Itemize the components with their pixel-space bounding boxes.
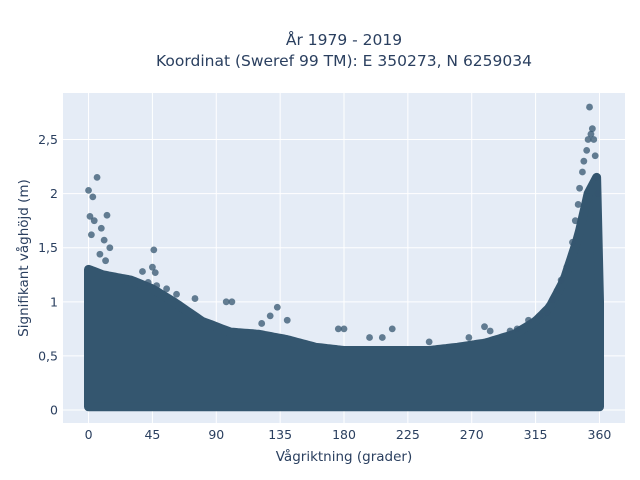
scatter-points [85,103,602,346]
scatter-point [283,316,291,324]
x-axis-title: Vågriktning (grader) [276,448,413,465]
x-axis-ticks: 0 45 90 135 180 225 270 315 360 [85,427,612,442]
scatter-point [579,168,586,176]
y-tick-label: 2,5 [38,132,58,147]
y-tick-label: 2 [50,186,58,201]
scatter-point [97,224,105,232]
x-tick-label: 90 [208,427,224,442]
scatter-point [553,287,561,295]
scatter-point [144,278,152,286]
scatter-point [580,157,588,165]
scatter-point [228,298,236,306]
scatter-point [586,103,593,111]
scatter-point [87,231,95,239]
scatter-point [481,323,488,331]
scatter-point [86,212,94,220]
x-tick-label: 135 [268,427,292,442]
scatter-point [222,298,230,306]
scatter-point [173,290,180,298]
y-axis-title: Signifikant våghöjd (m) [15,179,32,337]
scatter-point [587,130,595,138]
x-tick-label: 0 [85,427,93,442]
scatter-point [594,190,602,198]
scatter-point [593,173,601,181]
scatter-point [486,327,494,335]
scatter-point [557,276,565,284]
x-tick-label: 270 [460,427,484,442]
x-tick-label: 360 [588,427,612,442]
scatter-point [93,173,101,181]
scatter-point [106,244,114,252]
scatter-point [149,263,156,271]
scatter-point [591,152,599,160]
scatter-point [100,236,108,244]
scatter-point [574,201,582,208]
scatter-point [465,334,473,341]
scatter-point [513,325,521,333]
y-tick-label: 0,5 [38,348,58,363]
scatter-point [549,296,557,304]
scatter-point [163,285,171,293]
chart-title: År 1979 - 2019 [286,30,402,49]
scatter-point [388,325,396,333]
y-tick-label: 0 [50,403,58,418]
scatter-point [340,325,348,333]
scatter-point [590,136,598,143]
scatter-point [543,309,551,317]
scatter-point [378,334,386,341]
x-tick-label: 180 [332,427,356,442]
scatter-point [584,136,592,143]
scatter-point [506,327,514,335]
y-tick-label: 1,5 [38,240,58,255]
scatter-point [366,334,373,341]
scatter-point [273,303,281,311]
scatter-point [258,320,266,327]
scatter-point [90,217,98,225]
chart-subtitle: Koordinat (Sweref 99 TM): E 350273, N 62… [156,52,532,70]
x-tick-label: 225 [396,427,420,442]
scatter-point [150,246,158,254]
scatter-point [563,263,571,271]
y-tick-label: 1 [50,294,58,309]
x-tick-label: 45 [144,427,160,442]
scatter-point [583,146,591,154]
y-axis-ticks: 0 0,5 1 1,5 2 2,5 [38,132,58,417]
scatter-point [153,282,161,289]
scatter-point [425,338,433,346]
x-tick-label: 315 [524,427,548,442]
scatter-point [576,184,583,192]
scatter-point [89,193,97,201]
scatter-point [569,238,576,246]
scatter-point [266,312,274,320]
scatter-point [139,268,146,275]
scatter-point [191,295,199,302]
scatter-point [525,316,532,324]
scatter-point [588,125,596,133]
scatter-point [85,186,92,194]
scatter-point [96,250,104,258]
scatter-point [103,211,111,219]
scatter-point [102,257,109,265]
scatter-point [536,312,544,320]
scatter-point [151,269,159,277]
scatter-point [571,217,579,225]
scatter-point [334,325,342,333]
